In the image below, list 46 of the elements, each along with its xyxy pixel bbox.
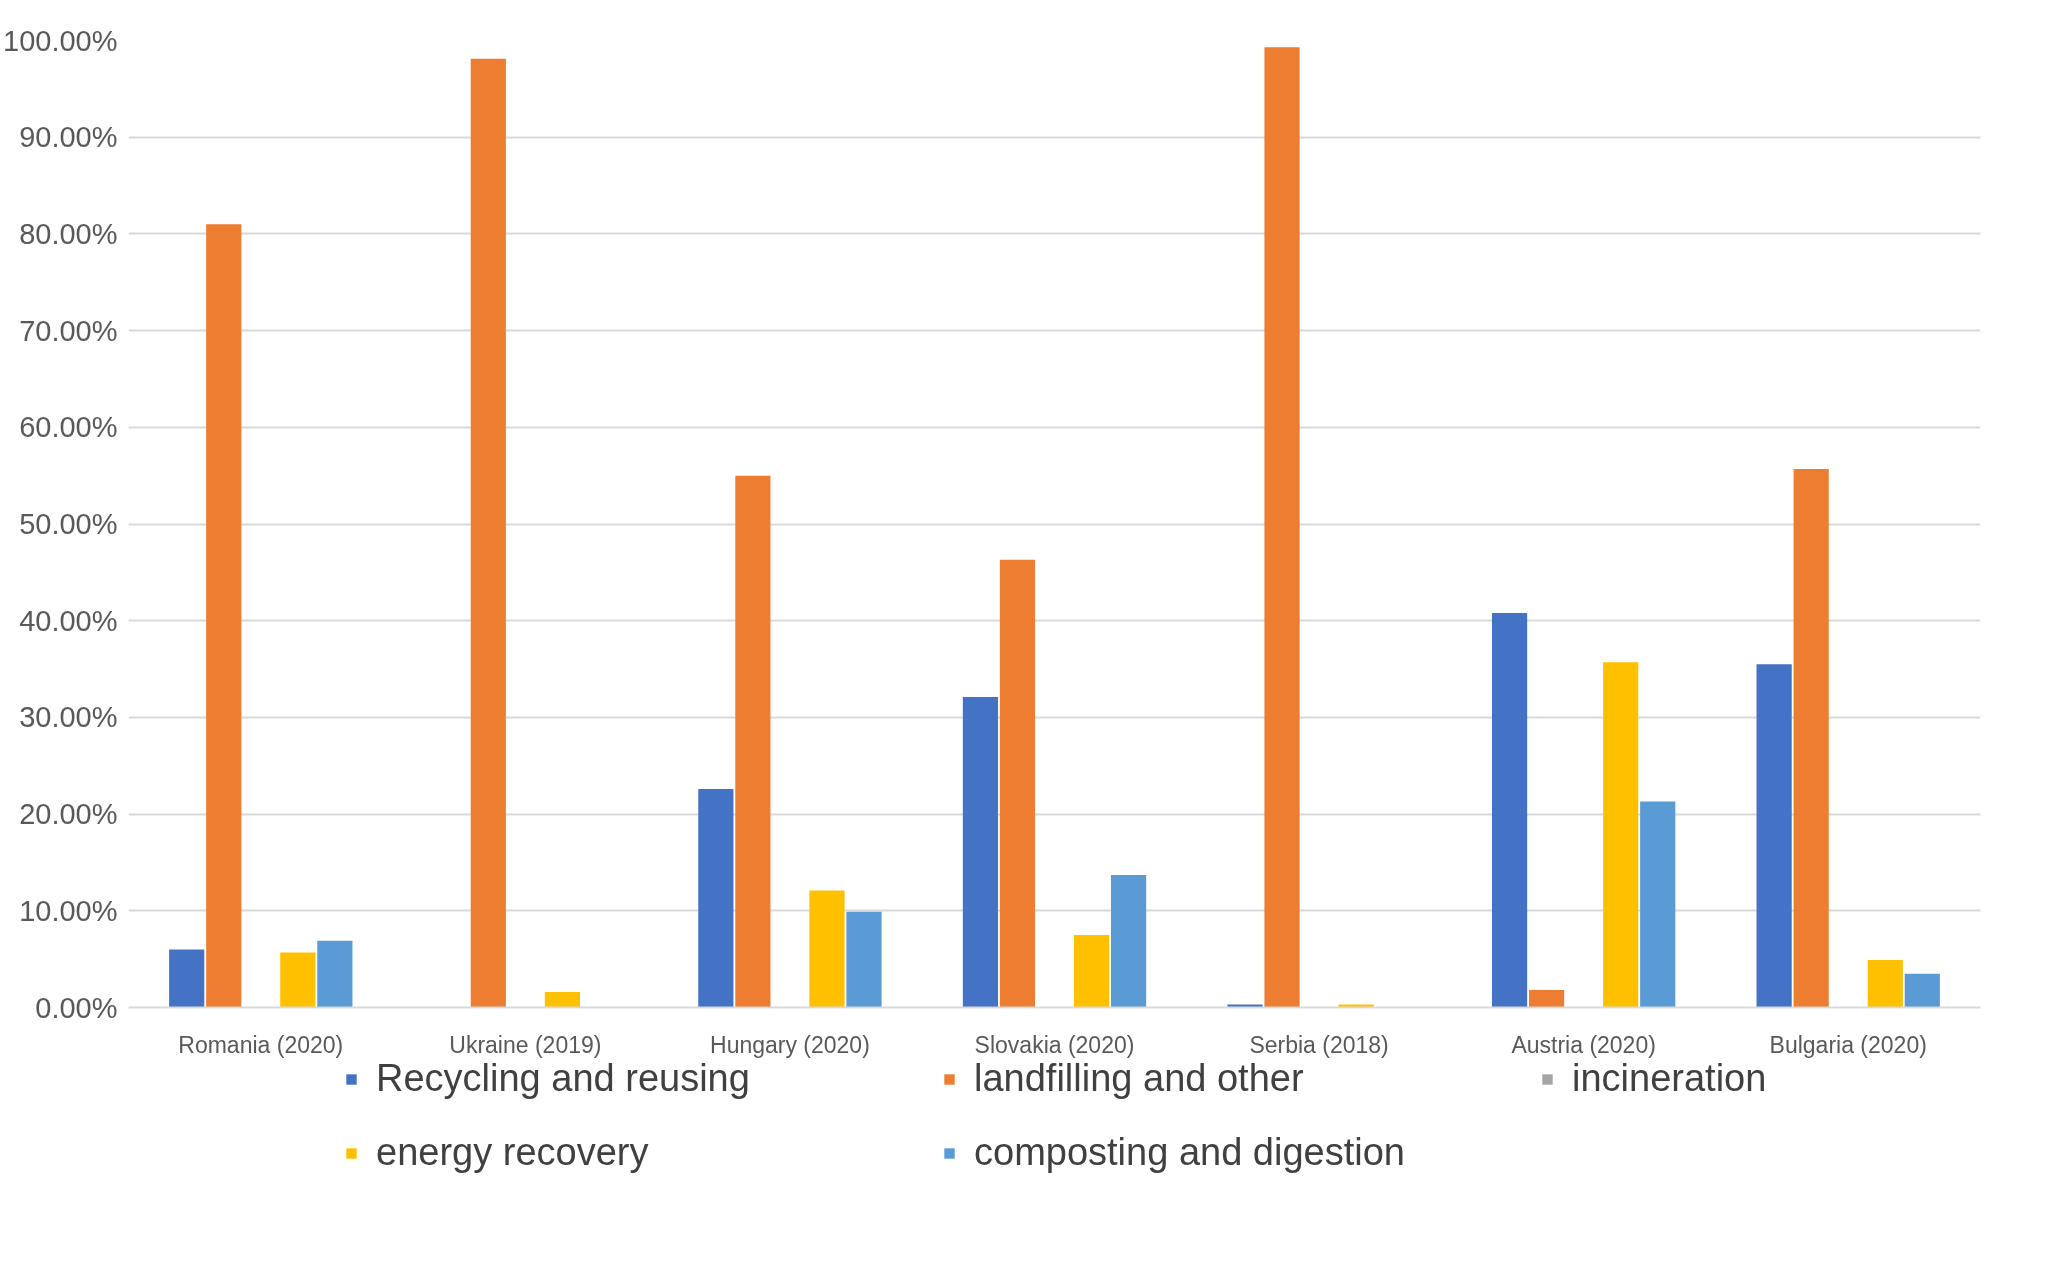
bar <box>1073 934 1110 1008</box>
legend-label: composting and digestion <box>974 1131 1406 1174</box>
bar <box>1491 612 1528 1008</box>
bar <box>809 890 845 1008</box>
x-tick-label: Bulgaria (2020) <box>1769 1031 1927 1058</box>
x-tick-label: Hungary (2020) <box>710 1031 870 1058</box>
legend-label: Recycling and reusing <box>376 1059 751 1100</box>
bar <box>1793 468 1829 1008</box>
y-tick-label: 100.00% <box>3 24 118 57</box>
legend-label: landfilling and other <box>974 1059 1305 1100</box>
legend-label: incineration <box>1572 1059 1768 1100</box>
x-tick-label: Romania (2020) <box>178 1031 344 1058</box>
y-tick-label: 70.00% <box>19 314 118 347</box>
bar <box>317 940 353 1008</box>
legend-label: energy recovery <box>376 1131 650 1174</box>
bar <box>169 949 205 1008</box>
bar <box>1264 47 1300 1008</box>
bar <box>735 475 771 1008</box>
bar <box>470 58 506 1008</box>
y-tick-label: 0.00% <box>35 991 118 1024</box>
y-tick-label: 30.00% <box>19 701 118 734</box>
bar <box>846 911 882 1008</box>
y-tick-label: 80.00% <box>19 217 118 250</box>
y-tick-label: 40.00% <box>19 604 118 637</box>
bar <box>1529 990 1565 1008</box>
bar <box>1867 960 1903 1008</box>
y-tick-label: 10.00% <box>19 894 118 927</box>
bar <box>206 224 242 1008</box>
bar <box>1904 973 1940 1008</box>
bar <box>1640 801 1676 1008</box>
bar <box>698 788 734 1008</box>
y-tick-label: 60.00% <box>19 411 118 444</box>
y-tick-label: 90.00% <box>19 121 118 154</box>
bar <box>999 559 1036 1008</box>
y-tick-label: 20.00% <box>19 798 118 831</box>
bar <box>962 697 999 1008</box>
bar <box>280 952 316 1008</box>
bar <box>544 992 580 1008</box>
x-tick-label: Ukraine (2019) <box>449 1031 602 1058</box>
bar <box>1110 875 1147 1008</box>
bar <box>1756 664 1792 1008</box>
x-tick-label: Austria (2020) <box>1511 1031 1656 1058</box>
bar <box>1603 662 1639 1008</box>
y-tick-label: 50.00% <box>19 508 118 540</box>
x-tick-label: Serbia (2018) <box>1249 1031 1389 1058</box>
x-tick-label: Slovakia (2020) <box>974 1031 1135 1058</box>
